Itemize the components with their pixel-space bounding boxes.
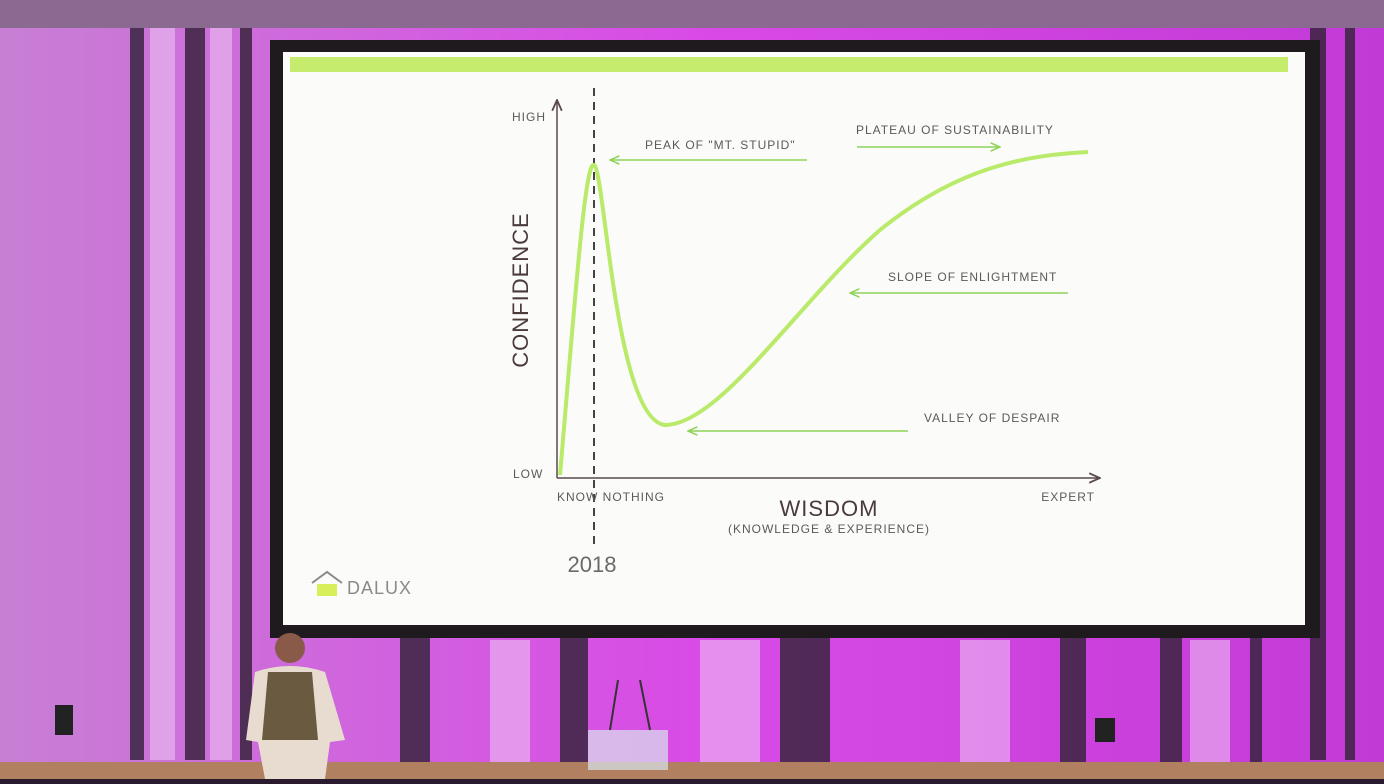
speaker bbox=[246, 633, 345, 779]
annotation: PEAK OF "MT. STUPID" bbox=[645, 138, 796, 152]
year-marker-label: 2018 bbox=[568, 552, 617, 577]
annotation: VALLEY OF DESPAIR bbox=[924, 411, 1060, 425]
truss bbox=[0, 0, 1384, 28]
x-axis-label: WISDOM bbox=[780, 496, 879, 521]
wall-stripes bbox=[130, 20, 1355, 770]
stage-floor bbox=[0, 762, 1384, 779]
logo-text: DALUX bbox=[347, 578, 412, 598]
dunning-kruger-curve bbox=[558, 150, 1089, 476]
x-axis-sublabel: (KNOWLEDGE & EXPERIENCE) bbox=[728, 522, 930, 536]
x-start-label: KNOW NOTHING bbox=[557, 490, 665, 504]
annotation: PLATEAU OF SUSTAINABILITY bbox=[856, 123, 1054, 137]
wall-highlights bbox=[150, 20, 1230, 770]
slide-top-bar bbox=[290, 57, 1288, 72]
y-axis-label: CONFIDENCE bbox=[508, 212, 533, 367]
y-high-label: HIGH bbox=[512, 110, 546, 124]
slide bbox=[283, 52, 1305, 625]
lectern bbox=[588, 679, 668, 770]
camera bbox=[55, 705, 73, 735]
logo-icon bbox=[311, 570, 343, 596]
y-low-label: LOW bbox=[513, 467, 543, 481]
annotation: SLOPE OF ENLIGHTMENT bbox=[888, 270, 1057, 284]
camera bbox=[1095, 718, 1115, 742]
x-end-label: EXPERT bbox=[1041, 490, 1095, 504]
